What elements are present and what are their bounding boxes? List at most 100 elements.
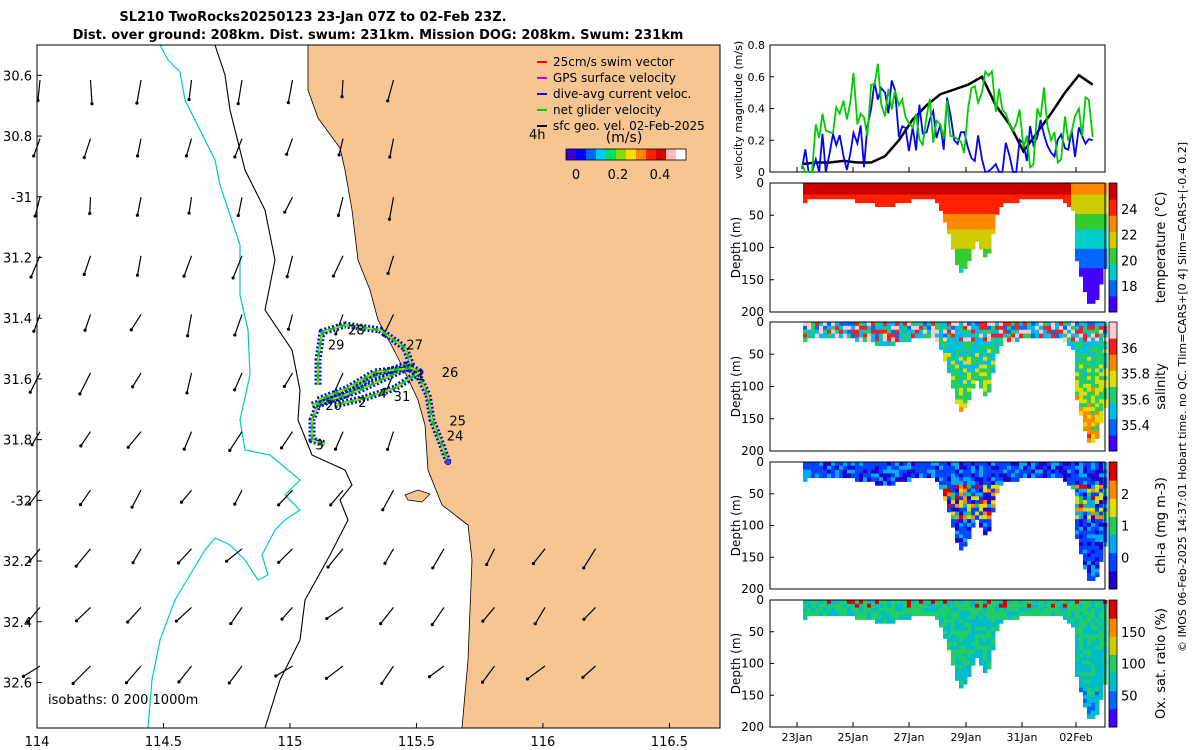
section-cell: [979, 469, 984, 475]
section-cell: [1091, 426, 1096, 432]
section-cell: [995, 611, 1000, 617]
section-cell: [959, 333, 964, 339]
section-cell: [971, 356, 976, 362]
velocity-arrow-head: [236, 213, 240, 218]
section-cell: [987, 660, 992, 666]
velocity-arrow: [229, 431, 243, 451]
section-cell: [1083, 202, 1088, 208]
section-cell: [859, 186, 864, 192]
velocity-arrow-head: [182, 274, 186, 278]
section-cell: [943, 341, 948, 347]
section-cell: [975, 630, 980, 636]
section-cell: [991, 210, 996, 215]
section-cell: [983, 225, 988, 231]
section-colorbar-frame: [1108, 321, 1118, 452]
section-cell: [1043, 607, 1048, 613]
section-cell: [1059, 183, 1064, 188]
section-y-tick-label: 100: [741, 519, 764, 533]
section-cell: [991, 325, 996, 331]
velocity-arrow-head: [233, 502, 237, 506]
section-cell: [923, 183, 928, 188]
section-cell: [967, 252, 972, 258]
section-cell: [963, 202, 968, 208]
section-cell: [975, 364, 980, 370]
section-cell: [1071, 465, 1076, 471]
velocity-arrow-head: [176, 561, 181, 565]
section-cell: [983, 653, 988, 658]
velocity-arrow: [75, 548, 91, 567]
velocity-arrow: [89, 197, 92, 214]
section-cell: [1099, 611, 1104, 617]
section-cell: [803, 322, 808, 327]
section-cell: [1091, 568, 1096, 574]
section-cell: [991, 360, 996, 366]
section-cell: [867, 611, 872, 617]
section-cell: [1099, 680, 1104, 685]
section-cell: [1079, 237, 1084, 242]
section-cell: [883, 469, 888, 475]
section-background: [770, 600, 1105, 727]
section-cell: [1087, 430, 1092, 436]
section-cell: [1075, 462, 1080, 467]
velocity-arrow: [132, 548, 142, 563]
section-cell: [947, 638, 952, 643]
section-cell: [963, 622, 968, 628]
section-cell: [1099, 349, 1104, 354]
section-cell: [851, 469, 856, 475]
section-cell: [1079, 252, 1084, 258]
section-cell: [971, 469, 976, 475]
section-cell: [939, 622, 944, 628]
section-cell: [1095, 545, 1100, 551]
section-cell: [1083, 557, 1088, 562]
section-cell: [1063, 611, 1068, 617]
section-cell: [1079, 488, 1084, 494]
section-cell: [931, 183, 936, 188]
section-cell: [859, 183, 864, 188]
section-cell: [1095, 352, 1100, 358]
section-cell: [983, 237, 988, 242]
section-cell: [967, 333, 972, 339]
section-cell: [1079, 383, 1084, 389]
section-cell: [959, 619, 964, 624]
section-cell: [1079, 194, 1084, 200]
section-cell: [1091, 714, 1096, 719]
section-cell: [1091, 507, 1096, 513]
section-cell: [1099, 534, 1104, 540]
section-cell: [991, 337, 996, 343]
section-cell: [963, 530, 968, 536]
section-cell: [895, 325, 900, 331]
section-cell: [959, 492, 964, 498]
section-cell: [1083, 380, 1088, 385]
track-day-label: 20: [325, 399, 342, 414]
section-cell: [1087, 260, 1092, 266]
velocity-arrow: [283, 372, 294, 387]
section-cell: [983, 244, 988, 250]
section-cell: [851, 183, 856, 188]
section-cell: [895, 186, 900, 192]
section-cell: [983, 634, 988, 639]
section-cell: [891, 194, 896, 200]
section-cell: [975, 233, 980, 239]
section-cell: [859, 322, 864, 327]
section-cell: [1095, 492, 1100, 498]
section-cell: [931, 469, 936, 475]
section-cell: [1007, 329, 1012, 335]
section-cell: [1099, 553, 1104, 559]
section-cell: [1099, 414, 1104, 420]
section-cell: [939, 186, 944, 192]
section-cell: [971, 237, 976, 242]
section-cell: [1087, 341, 1092, 347]
section-cell: [919, 603, 924, 609]
section-cell: [963, 515, 968, 520]
section-cell: [911, 611, 916, 617]
section-cell: [891, 615, 896, 620]
section-cell: [983, 391, 988, 397]
section-cell: [979, 481, 984, 486]
section-cell: [955, 607, 960, 613]
section-cell: [947, 194, 952, 200]
section-cell: [963, 534, 968, 540]
section-cell: [983, 213, 988, 219]
section-cell: [883, 465, 888, 471]
section-cell: [955, 325, 960, 331]
section-cell: [959, 622, 964, 628]
